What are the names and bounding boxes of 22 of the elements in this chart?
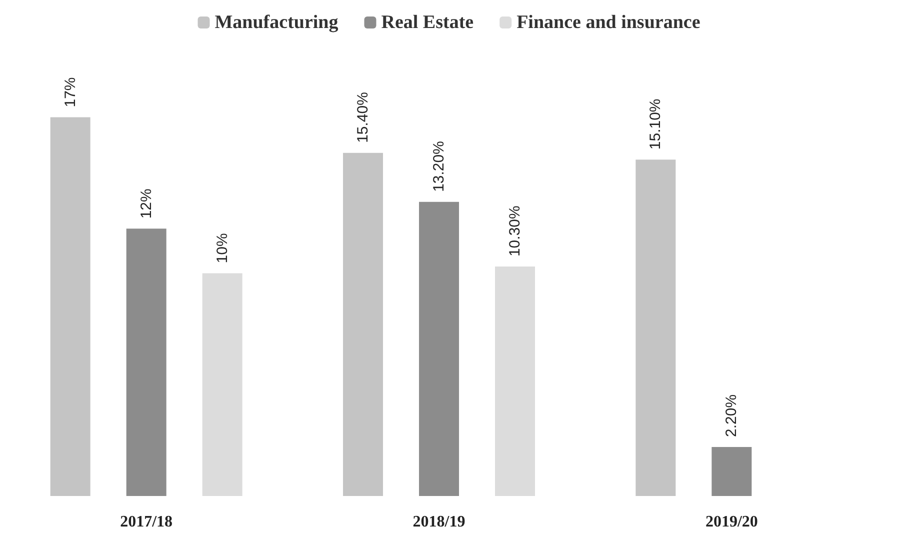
legend-label: Real Estate [381, 12, 474, 33]
data-label: 13.20% [430, 141, 448, 192]
data-label: 2.20% [723, 394, 740, 437]
bar [495, 266, 535, 496]
x-tick-label: 2017/18 [120, 514, 173, 530]
data-label: 15.10% [647, 98, 664, 150]
data-label: 10% [214, 233, 231, 264]
data-label: 12% [138, 188, 155, 219]
legend-label: Finance and insurance [516, 12, 700, 33]
bar [636, 160, 676, 496]
bar [202, 273, 242, 496]
bar [126, 228, 166, 496]
x-tick-label: 2018/19 [412, 514, 466, 530]
bar [50, 117, 90, 496]
legend-label: Manufacturing [214, 12, 339, 33]
bar [419, 202, 459, 496]
data-label: 15.40% [354, 92, 372, 143]
x-tick-label: 2019/20 [705, 514, 758, 530]
data-label: 17% [62, 77, 79, 108]
bar [343, 152, 383, 496]
data-label: 10.30% [506, 206, 524, 257]
bar [712, 446, 752, 496]
